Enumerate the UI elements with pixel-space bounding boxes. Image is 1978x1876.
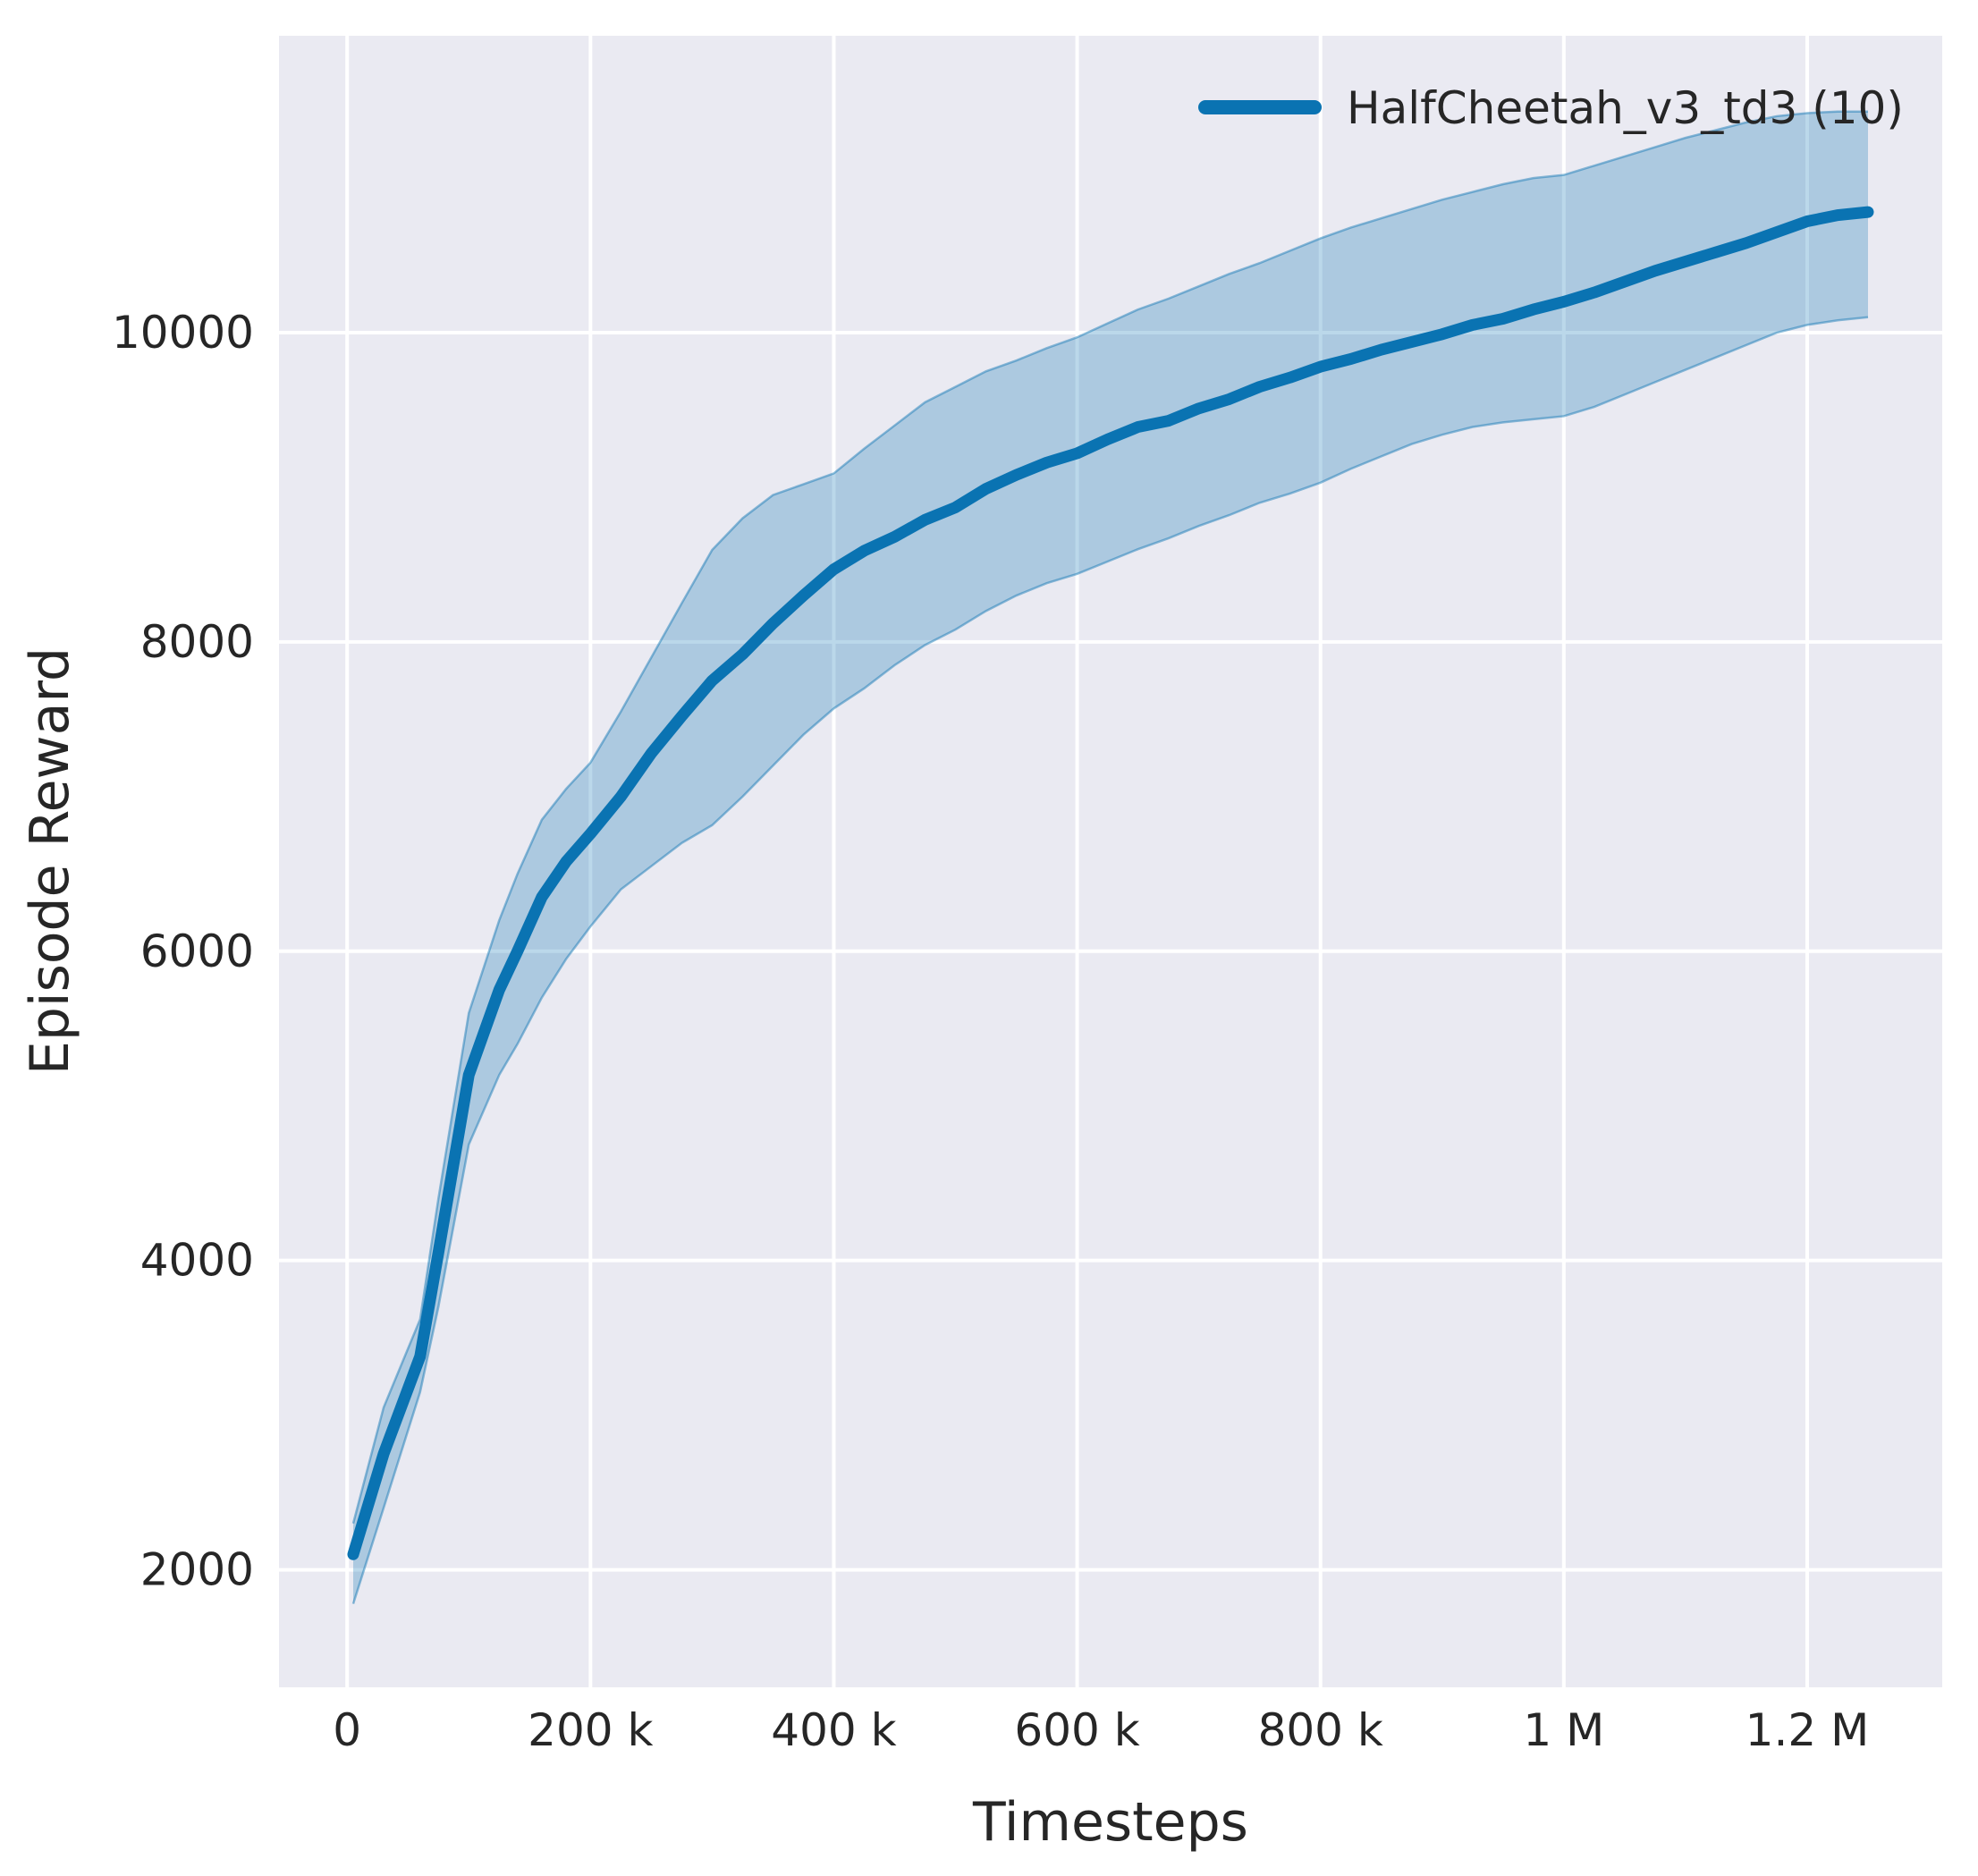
confidence-band-upper-edge [351,110,1868,1524]
y-tick-label: 4000 [140,1235,254,1287]
x-tick-label: 1.2 M [1746,1704,1870,1756]
x-tick-label: 1 M [1523,1704,1604,1756]
y-tick-label: 10000 [112,307,254,359]
x-axis-title: Timesteps [972,1791,1248,1854]
confidence-band-lower-edge [351,316,1869,1604]
x-tick-label: 200 k [528,1704,653,1756]
legend-label: HalfCheetah_v3_td3 (10) [1347,82,1904,134]
x-tick-label: 0 [333,1704,361,1756]
mean-reward-line [347,206,1874,1560]
legend: HalfCheetah_v3_td3 (10) [1198,82,1904,134]
y-tick-label: 6000 [140,925,254,977]
plot-area: 0 200 k 400 k 600 k 800 k 1 M 1.2 M 2000 4000 600… [112,36,1942,1756]
x-tick-label: 800 k [1258,1704,1383,1756]
y-tick-label: 8000 [140,616,254,668]
axes-background [279,36,1942,1687]
confidence-band [352,111,1869,1604]
x-tick-label: 600 k [1014,1704,1139,1756]
x-tick-label: 400 k [771,1704,896,1756]
y-axis-title: Episode Reward [19,647,81,1075]
y-tick-label: 2000 [140,1544,254,1596]
